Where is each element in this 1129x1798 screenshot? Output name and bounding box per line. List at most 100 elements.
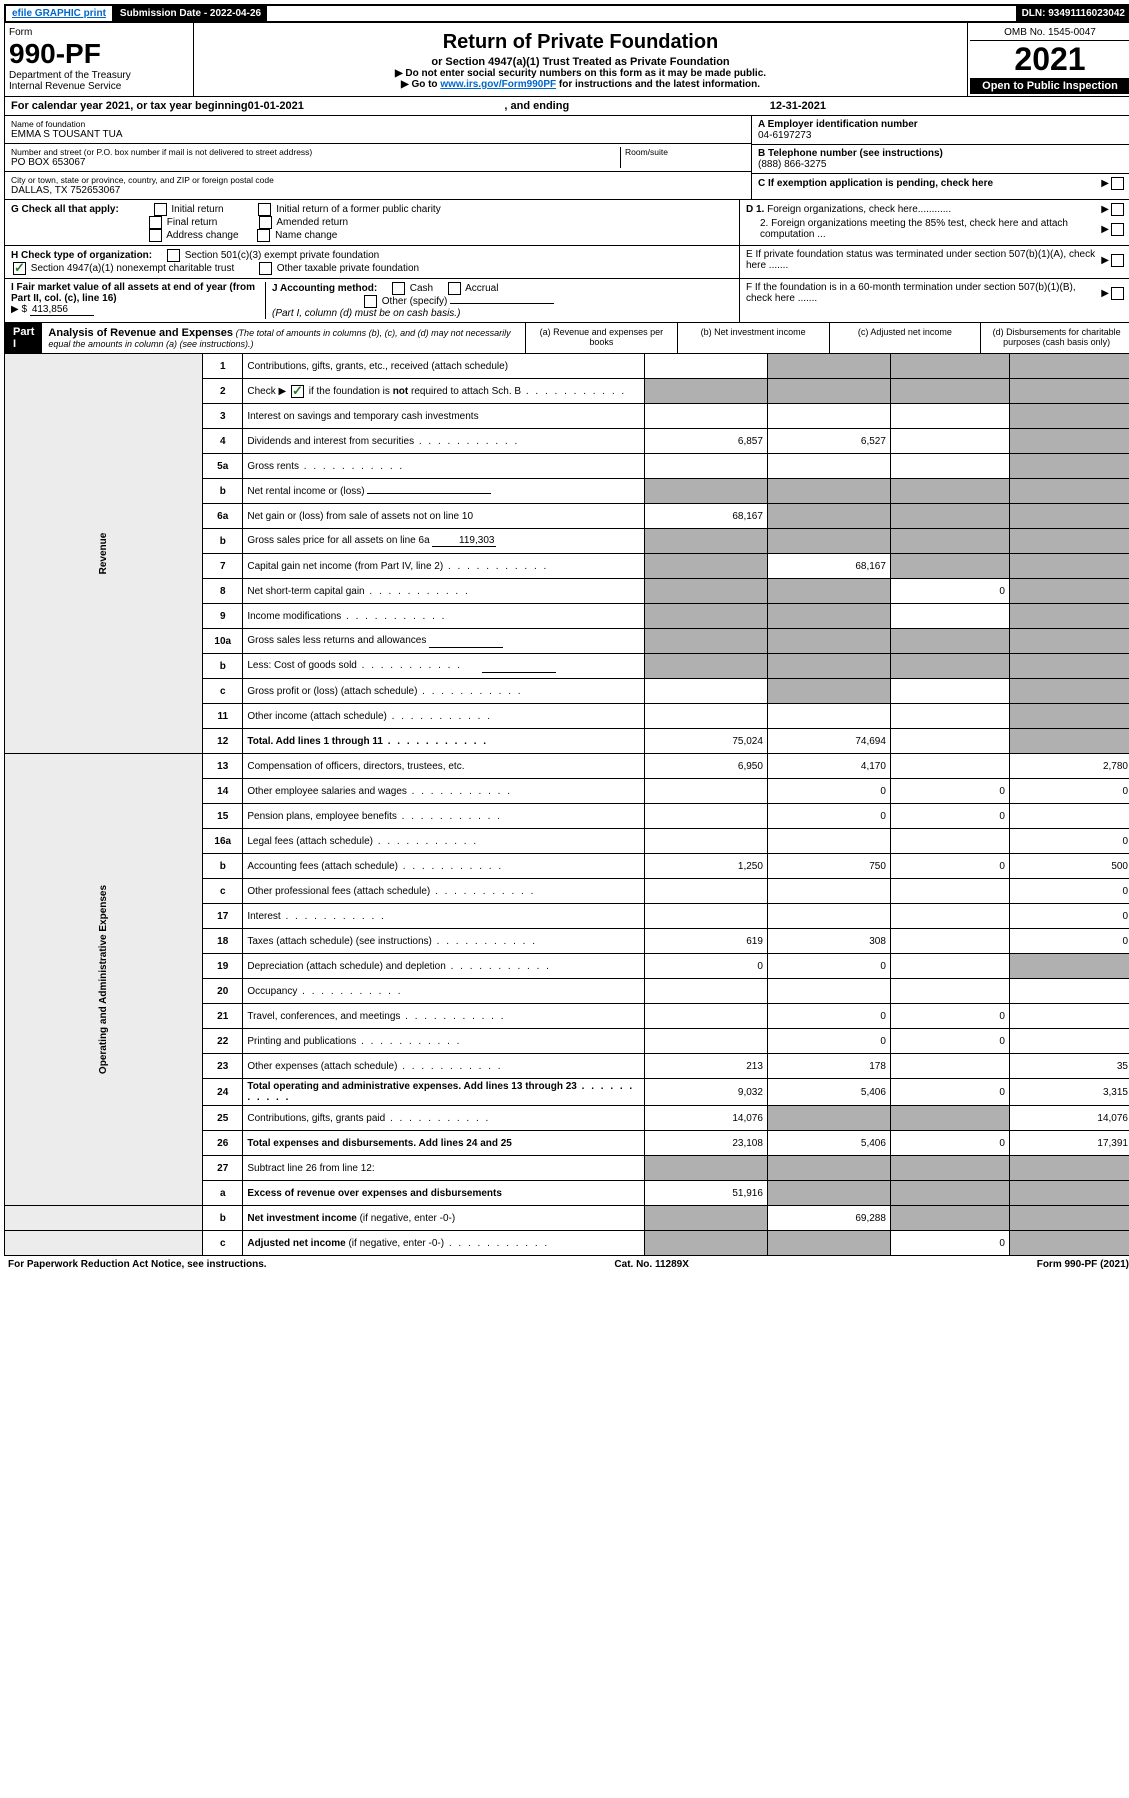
table-row: cAdjusted net income (if negative, enter… xyxy=(5,1231,1129,1256)
efile-label[interactable]: efile GRAPHIC print xyxy=(6,6,114,21)
val-b: 6,527 xyxy=(767,429,890,454)
line-desc: Net gain or (loss) from sale of assets n… xyxy=(243,504,645,529)
address-change-label: Address change xyxy=(166,230,238,241)
city-label: City or town, state or province, country… xyxy=(11,175,745,185)
calendar-year-row: For calendar year 2021, or tax year begi… xyxy=(4,97,1129,116)
section-e: E If private foundation status was termi… xyxy=(740,246,1129,278)
j-other-checkbox[interactable] xyxy=(364,295,377,308)
line-desc: Adjusted net income (if negative, enter … xyxy=(243,1231,645,1256)
d2-checkbox[interactable] xyxy=(1111,223,1124,236)
submission-date: Submission Date - 2022-04-26 xyxy=(114,6,267,21)
phone-cell: B Telephone number (see instructions) (8… xyxy=(752,145,1129,174)
cal-pre: For calendar year 2021, or tax year begi… xyxy=(11,100,248,112)
final-return-checkbox[interactable] xyxy=(149,216,162,229)
h-4947-checkbox[interactable] xyxy=(13,262,26,275)
rental-field[interactable] xyxy=(367,493,491,494)
line-desc: Capital gain net income (from Part IV, l… xyxy=(243,554,645,579)
address-change-checkbox[interactable] xyxy=(149,229,162,242)
section-ij-row: I Fair market value of all assets at end… xyxy=(4,279,1129,323)
section-g-row: G Check all that apply: Initial return I… xyxy=(4,200,1129,246)
j-cash-checkbox[interactable] xyxy=(392,282,405,295)
line-desc: Printing and publications xyxy=(243,1029,645,1054)
val-c: 0 xyxy=(890,1131,1009,1156)
exemption-cell: C If exemption application is pending, c… xyxy=(752,174,1129,193)
line-desc: Occupancy xyxy=(243,979,645,1004)
ssn-note: ▶ Do not enter social security numbers o… xyxy=(200,68,961,79)
val-c xyxy=(890,354,1009,379)
val-b: 0 xyxy=(767,1004,890,1029)
arrow-icon: ▶ xyxy=(1101,288,1109,299)
val-d xyxy=(1009,354,1129,379)
initial-return-label: Initial return xyxy=(171,204,223,215)
e-label: E If private foundation status was termi… xyxy=(746,249,1101,271)
section-h-row: H Check type of organization: Section 50… xyxy=(4,246,1129,279)
h-501-checkbox[interactable] xyxy=(167,249,180,262)
d1-checkbox[interactable] xyxy=(1111,203,1124,216)
h-other-checkbox[interactable] xyxy=(259,262,272,275)
val-a: 6,950 xyxy=(644,754,767,779)
j-accrual-label: Accrual xyxy=(465,283,498,294)
footer: For Paperwork Reduction Act Notice, see … xyxy=(4,1256,1129,1273)
ein-label: A Employer identification number xyxy=(758,119,1126,130)
j-label: J Accounting method: xyxy=(272,283,377,294)
section-i: I Fair market value of all assets at end… xyxy=(11,282,266,319)
l10a-field[interactable] xyxy=(429,634,503,648)
g-label: G Check all that apply: xyxy=(11,204,119,215)
line-desc: Accounting fees (attach schedule) xyxy=(243,854,645,879)
h-label: H Check type of organization: xyxy=(11,250,152,261)
val-a: 213 xyxy=(644,1054,767,1079)
line-desc: Gross sales less returns and allowances xyxy=(243,629,645,654)
line-desc: Less: Cost of goods sold xyxy=(243,654,645,679)
line-desc: Total expenses and disbursements. Add li… xyxy=(243,1131,645,1156)
val-c: 0 xyxy=(890,779,1009,804)
form-url-link[interactable]: www.irs.gov/Form990PF xyxy=(440,79,556,90)
info-grid: Name of foundation EMMA S TOUSANT TUA Nu… xyxy=(4,116,1129,200)
header-right: OMB No. 1545-0047 2021 Open to Public In… xyxy=(968,23,1129,96)
initial-return-checkbox[interactable] xyxy=(154,203,167,216)
part1-badge: Part I xyxy=(5,323,42,353)
val-c: 0 xyxy=(890,1079,1009,1106)
form-number: 990-PF xyxy=(9,38,189,70)
tax-year: 2021 xyxy=(970,41,1129,78)
j-note: (Part I, column (d) must be on cash basi… xyxy=(272,308,460,319)
f-checkbox[interactable] xyxy=(1111,287,1124,300)
schb-checkbox[interactable] xyxy=(291,385,304,398)
line-desc: Interest on savings and temporary cash i… xyxy=(243,404,645,429)
table-row: Operating and Administrative Expenses 13… xyxy=(5,754,1129,779)
j-other-field[interactable] xyxy=(450,303,554,304)
section-f: F If the foundation is in a 60-month ter… xyxy=(740,279,1129,322)
name-change-checkbox[interactable] xyxy=(257,229,270,242)
footer-right: Form 990-PF (2021) xyxy=(1037,1259,1129,1270)
street-cell: Number and street (or P.O. box number if… xyxy=(5,144,751,172)
exemption-checkbox[interactable] xyxy=(1111,177,1124,190)
val-a: 6,857 xyxy=(644,429,767,454)
val-b: 0 xyxy=(767,1029,890,1054)
initial-former-checkbox[interactable] xyxy=(258,203,271,216)
h-501-label: Section 501(c)(3) exempt private foundat… xyxy=(185,250,380,261)
line-desc: Income modifications xyxy=(243,604,645,629)
form-word: Form xyxy=(9,27,189,38)
amended-checkbox[interactable] xyxy=(259,216,272,229)
phone-label: B Telephone number (see instructions) xyxy=(758,148,1126,159)
val-a: 51,916 xyxy=(644,1181,767,1206)
l2-pre: Check ▶ xyxy=(247,386,286,397)
h-4947-label: Section 4947(a)(1) nonexempt charitable … xyxy=(31,263,234,274)
line-desc: Contributions, gifts, grants, etc., rece… xyxy=(243,354,645,379)
form-title: Return of Private Foundation xyxy=(200,31,961,54)
j-accrual-checkbox[interactable] xyxy=(448,282,461,295)
info-left: Name of foundation EMMA S TOUSANT TUA Nu… xyxy=(5,116,752,199)
revenue-side-label: Revenue xyxy=(5,354,203,754)
part1-desc: Analysis of Revenue and Expenses (The to… xyxy=(42,323,525,353)
ein-value: 04-6197273 xyxy=(758,130,1126,141)
line-desc: Legal fees (attach schedule) xyxy=(243,829,645,854)
name-cell: Name of foundation EMMA S TOUSANT TUA xyxy=(5,116,751,144)
val-d: 0 xyxy=(1009,829,1129,854)
form-subtitle: or Section 4947(a)(1) Trust Treated as P… xyxy=(200,56,961,68)
l10b-field[interactable] xyxy=(482,659,556,673)
val-d: 0 xyxy=(1009,779,1129,804)
room-label: Room/suite xyxy=(625,147,745,157)
e-checkbox[interactable] xyxy=(1111,254,1124,267)
table-row: Revenue 1 Contributions, gifts, grants, … xyxy=(5,354,1129,379)
line-desc: Gross sales price for all assets on line… xyxy=(243,529,645,554)
val-c: 0 xyxy=(890,1231,1009,1256)
